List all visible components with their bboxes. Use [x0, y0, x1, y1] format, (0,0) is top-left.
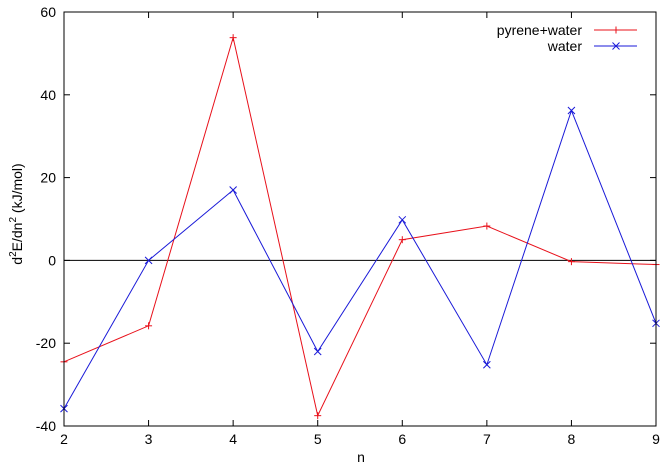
data-point	[483, 222, 491, 230]
y-tick-label: 60	[40, 4, 56, 20]
legend-label: water	[547, 38, 583, 54]
series-line-0	[63, 35, 657, 418]
data-point	[567, 258, 575, 266]
x-tick-label: 6	[398, 431, 406, 447]
plot-frame	[63, 11, 657, 427]
data-point	[314, 412, 322, 420]
y-tick-label: 20	[40, 170, 56, 186]
y-tick-label: 0	[48, 252, 56, 268]
x-tick-label: 5	[314, 431, 322, 447]
legend-marker	[612, 42, 620, 50]
y-tick-label: -20	[36, 335, 56, 351]
x-tick-label: 2	[60, 431, 68, 447]
data-point	[567, 106, 576, 115]
data-point	[483, 360, 491, 369]
data-point	[313, 347, 322, 356]
data-point	[229, 34, 237, 42]
data-point	[144, 256, 153, 265]
x-axis-label: n	[357, 449, 365, 465]
legend-label: pyrene+water	[497, 22, 583, 38]
y-tick-label: 40	[40, 87, 56, 103]
x-tick-label: 4	[229, 431, 237, 447]
x-tick-label: 3	[145, 431, 153, 447]
x-tick-label: 7	[483, 431, 491, 447]
legend-marker	[612, 26, 620, 34]
data-point	[398, 236, 406, 244]
series-layer	[60, 34, 660, 420]
x-tick-label: 8	[568, 431, 576, 447]
data-point	[398, 215, 407, 224]
data-point	[145, 322, 153, 330]
ticks-layer: 2 3 4 5 6 7 8 9 -40 -20 0 20 40 60	[36, 4, 660, 447]
data-point	[229, 186, 237, 194]
y-axis-label: d2E/dn2 (kJ/mol)	[8, 163, 25, 264]
series-line-1	[63, 109, 657, 409]
x-tick-label: 9	[652, 431, 660, 447]
y-tick-label: -40	[36, 418, 56, 434]
